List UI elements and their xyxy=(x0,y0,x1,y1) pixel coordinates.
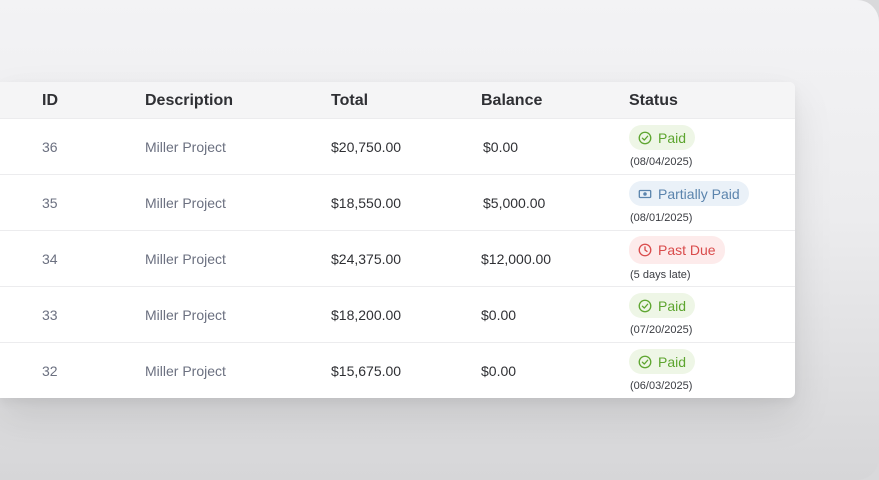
cell-id: 32 xyxy=(42,363,58,379)
status-badge-partially-paid: Partially Paid xyxy=(629,181,749,206)
cell-total: $15,675.00 xyxy=(331,363,402,379)
cell-id: 33 xyxy=(42,307,58,323)
status-label: Past Due xyxy=(658,242,716,258)
cell-balance: $5,000.00 xyxy=(483,195,546,211)
invoices-table: ID Description Total Balance Status 36 M… xyxy=(0,82,795,398)
table-row[interactable]: 34 Miller Project $24,375.00 $12,000.00 … xyxy=(0,231,795,287)
status-note: (08/01/2025) xyxy=(630,212,693,224)
cell-balance: $12,000.00 xyxy=(481,251,552,267)
header-total[interactable]: Total xyxy=(331,92,369,109)
cell-balance: $0.00 xyxy=(483,139,519,155)
status-note: (06/03/2025) xyxy=(630,380,693,392)
cell-description: Miller Project xyxy=(145,307,226,323)
check-circle-icon xyxy=(638,299,652,313)
header-id[interactable]: ID xyxy=(42,92,58,109)
status-label: Paid xyxy=(658,297,687,314)
header-description[interactable]: Description xyxy=(145,92,234,109)
cell-description: Miller Project xyxy=(145,251,226,267)
status-badge-paid: Paid xyxy=(629,349,696,374)
table-row[interactable]: 32 Miller Project $15,675.00 $0.00 Paid … xyxy=(0,343,795,398)
table-row[interactable]: 33 Miller Project $18,200.00 $0.00 Paid … xyxy=(0,287,795,343)
status-note: (5 days late) xyxy=(630,269,691,281)
status-badge-paid: Paid xyxy=(629,125,696,150)
check-circle-icon xyxy=(638,131,652,145)
status-badge-past-due: Past Due xyxy=(629,236,725,264)
status-badge-paid: Paid xyxy=(629,293,696,318)
table-row[interactable]: 35 Miller Project $18,550.00 $5,000.00 P… xyxy=(0,175,795,231)
cell-balance: $0.00 xyxy=(481,363,517,379)
cell-total: $18,550.00 xyxy=(331,195,402,211)
status-label: Paid xyxy=(658,353,687,370)
cell-total: $20,750.00 xyxy=(331,139,402,155)
cell-description: Miller Project xyxy=(145,363,226,379)
cell-id: 36 xyxy=(42,139,58,155)
status-label: Paid xyxy=(658,129,687,146)
cell-id: 34 xyxy=(42,251,58,267)
header-balance[interactable]: Balance xyxy=(481,92,543,109)
cell-id: 35 xyxy=(42,195,58,211)
cash-icon xyxy=(638,187,652,201)
header-status[interactable]: Status xyxy=(629,92,678,109)
status-label: Partially Paid xyxy=(658,185,740,202)
check-circle-icon xyxy=(638,355,652,369)
cell-balance: $0.00 xyxy=(481,307,517,323)
status-note: (08/04/2025) xyxy=(630,156,693,168)
table-row[interactable]: 36 Miller Project $20,750.00 $0.00 Paid … xyxy=(0,119,795,175)
cell-description: Miller Project xyxy=(145,139,226,155)
clock-icon xyxy=(638,243,652,257)
cell-total: $24,375.00 xyxy=(331,251,402,267)
cell-description: Miller Project xyxy=(145,195,226,211)
cell-total: $18,200.00 xyxy=(331,307,402,323)
status-note: (07/20/2025) xyxy=(630,324,693,336)
table-header: ID Description Total Balance Status xyxy=(0,82,795,119)
